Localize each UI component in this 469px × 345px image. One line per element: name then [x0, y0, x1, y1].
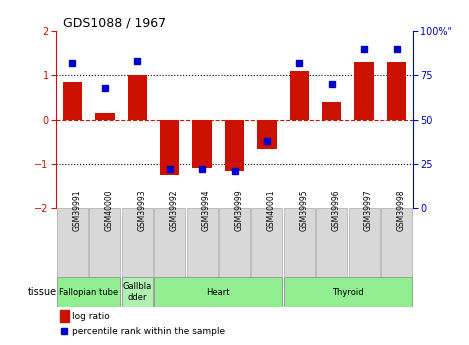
Text: tissue: tissue [28, 287, 57, 297]
Text: GSM39995: GSM39995 [299, 190, 308, 231]
Text: GSM39998: GSM39998 [396, 190, 406, 231]
Text: Thyroid: Thyroid [332, 288, 364, 297]
Text: GSM40001: GSM40001 [267, 190, 276, 231]
Bar [57, 208, 88, 277]
Bar [95, 113, 114, 120]
Bar [192, 120, 212, 168]
Bar [257, 120, 277, 148]
Text: Fallopian tube: Fallopian tube [59, 288, 118, 297]
Text: GSM39992: GSM39992 [170, 190, 179, 231]
Text: GSM39993: GSM39993 [137, 190, 146, 231]
Bar [63, 82, 82, 120]
Bar [355, 62, 374, 120]
Bar [154, 208, 185, 277]
Bar [348, 208, 380, 277]
Text: Gallbla
dder: Gallbla dder [123, 283, 152, 302]
Bar [251, 208, 282, 277]
Bar [160, 120, 180, 175]
Text: percentile rank within the sample: percentile rank within the sample [72, 327, 226, 336]
Text: GSM39991: GSM39991 [73, 190, 82, 231]
Text: GSM39999: GSM39999 [234, 190, 243, 231]
Text: GSM39996: GSM39996 [332, 190, 340, 231]
Text: GSM39997: GSM39997 [364, 190, 373, 231]
Bar [122, 277, 153, 307]
Bar [225, 120, 244, 171]
Bar [284, 208, 315, 277]
Bar [316, 208, 347, 277]
Bar [322, 102, 341, 120]
Bar [89, 208, 121, 277]
Bar [122, 208, 153, 277]
Bar [187, 208, 218, 277]
Bar [284, 277, 412, 307]
Bar [154, 277, 282, 307]
Bar [60, 310, 69, 322]
Bar [289, 71, 309, 120]
Bar [387, 62, 406, 120]
Text: Heart: Heart [206, 288, 230, 297]
Bar [57, 277, 121, 307]
Text: GDS1088 / 1967: GDS1088 / 1967 [63, 17, 166, 30]
Text: log ratio: log ratio [72, 312, 110, 321]
Bar [128, 75, 147, 120]
Text: GSM40000: GSM40000 [105, 190, 114, 231]
Text: GSM39994: GSM39994 [202, 190, 211, 231]
Bar [381, 208, 412, 277]
Bar [219, 208, 250, 277]
